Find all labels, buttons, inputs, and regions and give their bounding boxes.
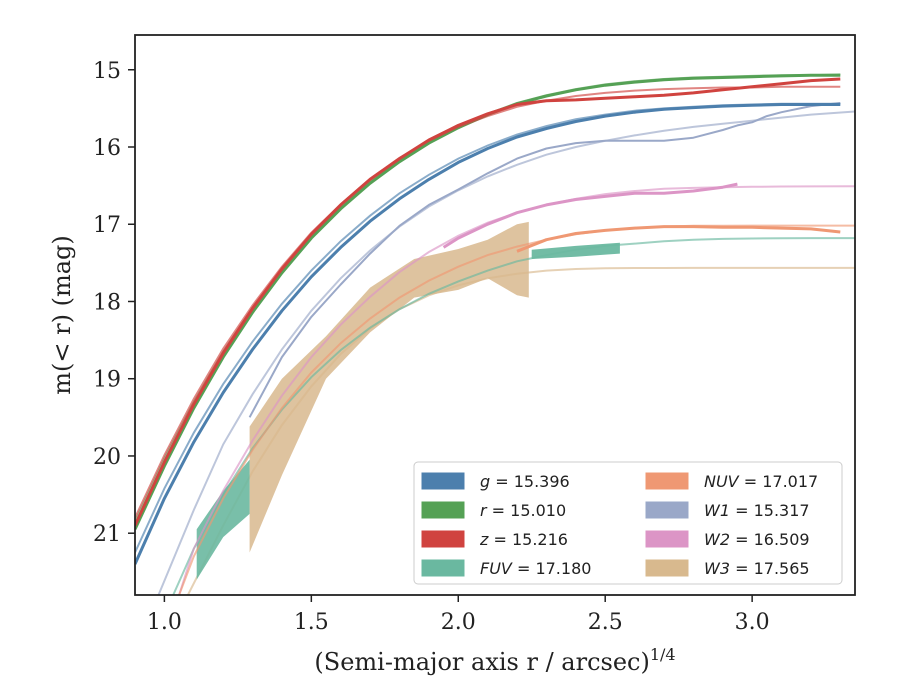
y-tick-label: 20 [93,445,121,470]
fuv-band-inner [196,459,250,580]
w3-band [249,221,529,553]
y-tick-label: 19 [93,368,121,393]
nuv-model-line [178,224,855,595]
legend-swatch-r [421,501,465,519]
w2-observed-line [442,182,738,249]
legend-swatch-w3 [645,559,689,577]
x-tick-label: 2.5 [588,610,623,635]
nuv-observed-line [516,225,841,253]
fuv-band-outer [531,242,620,259]
z-model-line [135,85,841,519]
legend-swatch-w2 [645,530,689,548]
legend: g = 15.396 r = 15.010 z = 15.216 FUV = 17.1… [413,461,843,585]
y-axis-label: m(< r) (mag) [48,235,76,394]
legend-label-w3: W3 = 17.565 [704,559,810,578]
g-observed-line [135,103,841,565]
y-tick-label: 18 [93,290,121,315]
x-tick-label: 1.5 [294,610,329,635]
legend-swatch-nuv [645,472,689,490]
legend-label-r: r = 15.010 [480,501,566,520]
plot-frame [134,34,856,596]
w1-model-line [157,110,855,595]
y-tick-label: 15 [93,59,121,84]
y-tick-label: 21 [93,522,121,547]
legend-swatch-w1 [645,501,689,519]
legend-swatch-fuv [421,559,465,577]
x-axis-label: (Semi-major axis r / arcsec)1/4 [314,645,675,676]
r-model-line [135,73,841,523]
legend-label-z: z = 15.216 [479,530,568,549]
x-tick-label: 1.0 [147,610,182,635]
legend-box [413,461,843,585]
y-tick-label: 17 [93,213,121,238]
x-tick-label: 3.0 [735,610,770,635]
plot-area [135,73,855,595]
legend-swatch-z [421,530,465,548]
w1-observed-line [248,102,841,418]
legend-label-fuv: FUV = 17.180 [480,559,591,578]
legend-label-nuv: NUV = 17.017 [704,472,818,491]
z-observed-line [135,77,841,527]
legend-label-g: g = 15.396 [480,472,570,491]
legend-label-w2: W2 = 16.509 [704,530,810,549]
w3-model-line [187,266,855,595]
axis-ticks: 1.0 1.5 2.0 2.5 3.0 15 16 17 18 19 20 21 [93,59,770,635]
y-tick-label: 16 [93,136,121,161]
legend-label-w1: W1 = 15.317 [704,501,810,520]
x-tick-label: 2.0 [441,610,476,635]
legend-swatch-g [421,472,465,490]
